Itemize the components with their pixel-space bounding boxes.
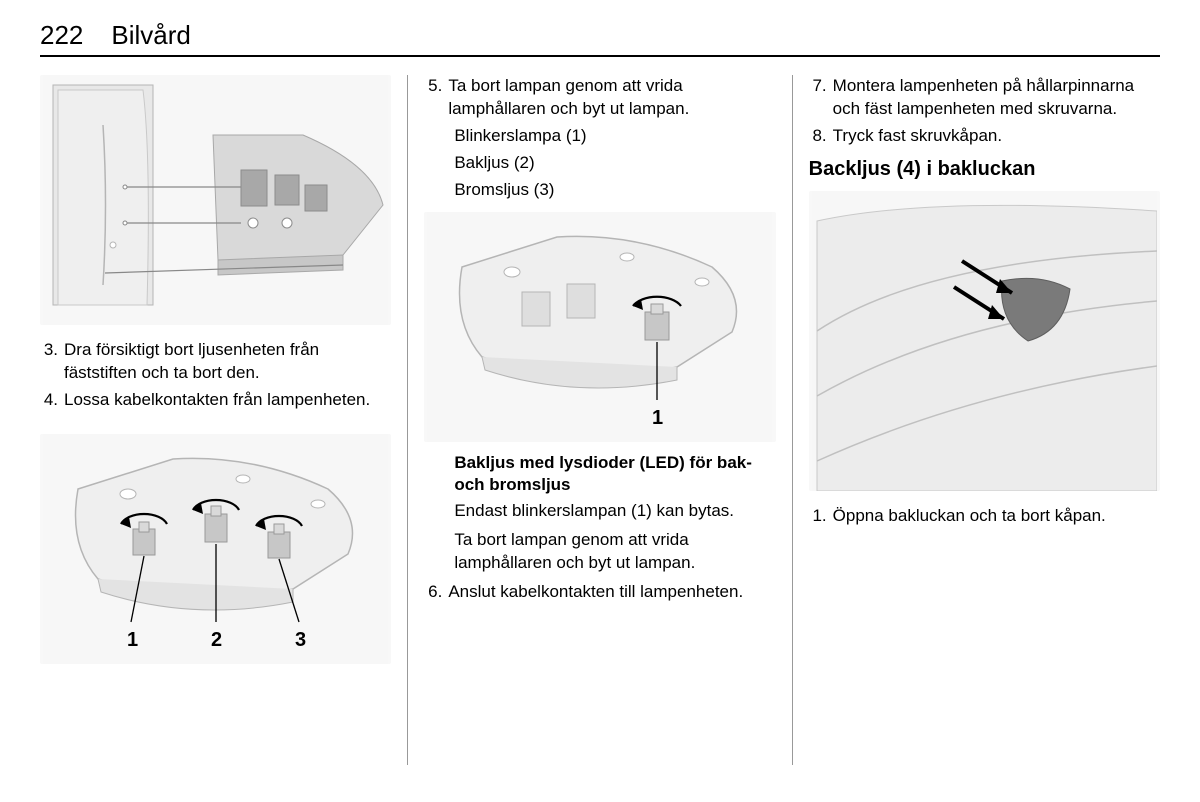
- step-text: Dra försiktigt bort ljusenheten från fäs…: [64, 339, 391, 385]
- figure-tailgate-cover: [809, 191, 1160, 491]
- step-1b: 1. Öppna bakluckan och ta bort kåpan.: [809, 505, 1160, 528]
- step-text: Montera lampenheten på hållarpinnarna oc…: [833, 75, 1160, 121]
- illustration-d: [812, 191, 1157, 491]
- illustration-c: 1: [427, 212, 772, 442]
- subheading-backljus: Backljus (4) i bakluckan: [809, 158, 1160, 181]
- column-divider: [407, 75, 408, 765]
- step-number: 4.: [40, 389, 64, 412]
- step-number: 8.: [809, 125, 833, 148]
- fig-label-1: 1: [652, 407, 663, 429]
- step-3: 3. Dra försiktigt bort ljusenheten från …: [40, 339, 391, 385]
- step-text: Anslut kabelkontakten till lampenheten.: [448, 581, 775, 604]
- step-number: 1.: [809, 505, 833, 528]
- step-number: 6.: [424, 581, 448, 604]
- column-divider: [792, 75, 793, 765]
- figure-bulbs-123: 1 2 3: [40, 434, 391, 664]
- led-title: Bakljus med lysdioder (LED) för bak- och…: [454, 452, 775, 496]
- step-5: 5. Ta bort lampan genom att vrida lamphå…: [424, 75, 775, 121]
- chapter-title: Bilvård: [111, 20, 190, 51]
- step-text: Öppna bakluckan och ta bort kåpan.: [833, 505, 1160, 528]
- step5-line2: Bakljus (2): [424, 152, 775, 175]
- step-text: Lossa kabelkontakten från lampenheten.: [64, 389, 391, 412]
- step-number: 7.: [809, 75, 833, 121]
- step-text: Tryck fast skruvkåpan.: [833, 125, 1160, 148]
- figure-bulb-1: 1: [424, 212, 775, 442]
- step-number: 3.: [40, 339, 64, 385]
- step-4: 4. Lossa kabelkontakten från lampenheten…: [40, 389, 391, 412]
- fig-label-2: 2: [211, 629, 222, 651]
- led-note: Bakljus med lysdioder (LED) för bak- och…: [424, 452, 775, 575]
- step-6: 6. Anslut kabelkontakten till lampenhete…: [424, 581, 775, 604]
- figure-taillight-removal: [40, 75, 391, 325]
- illustration-b: 1 2 3: [43, 434, 388, 664]
- page-number: 222: [40, 20, 83, 51]
- column-2: 5. Ta bort lampan genom att vrida lamphå…: [410, 75, 789, 765]
- fig-label-1: 1: [127, 629, 138, 651]
- column-1: 3. Dra försiktigt bort ljusenheten från …: [40, 75, 405, 765]
- step-7: 7. Montera lampenheten på hållarpinnarna…: [809, 75, 1160, 121]
- step5-line3: Bromsljus (3): [424, 179, 775, 202]
- column-3: 7. Montera lampenheten på hållarpinnarna…: [795, 75, 1160, 765]
- led-p1: Endast blinkerslampan (1) kan bytas.: [454, 500, 775, 523]
- step-number: 5.: [424, 75, 448, 121]
- step5-line1: Blinkerslampa (1): [424, 125, 775, 148]
- step-text: Ta bort lampan genom att vrida lamphålla…: [448, 75, 775, 121]
- step-8: 8. Tryck fast skruvkåpan.: [809, 125, 1160, 148]
- page-header: 222 Bilvård: [40, 20, 1160, 57]
- content-columns: 3. Dra försiktigt bort ljusenheten från …: [40, 75, 1160, 765]
- illustration-a: [43, 75, 388, 325]
- fig-label-3: 3: [295, 629, 306, 651]
- led-p2: Ta bort lampan genom att vrida lamphålla…: [454, 529, 775, 575]
